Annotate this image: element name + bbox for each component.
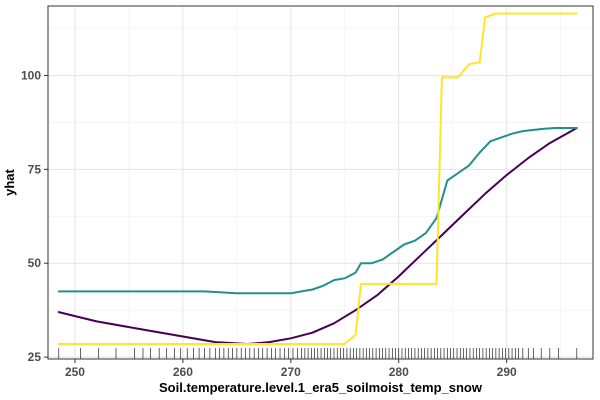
panel-border: [47, 5, 594, 360]
x-axis-title: Soil.temperature.level.1_era5_soilmoist_…: [159, 380, 483, 395]
x-tick-label: 280: [389, 365, 409, 379]
grid-layer: [48, 6, 593, 359]
x-tick-label: 260: [173, 365, 193, 379]
y-tick-label: 75: [28, 162, 42, 176]
tick-layer: 250 260 270 280 290 25 50 75 100: [21, 68, 517, 379]
x-tick-label: 290: [497, 365, 517, 379]
x-tick-label: 250: [65, 365, 85, 379]
series-layer: [57, 12, 578, 345]
series-line-2: [57, 127, 578, 295]
y-tick-label: 100: [21, 68, 41, 82]
series-line-3: [57, 12, 578, 345]
rug-layer: [58, 348, 578, 359]
y-tick-label: 50: [28, 256, 42, 270]
series-line-1: [57, 127, 578, 345]
y-axis-title: yhat: [2, 168, 17, 195]
x-tick-label: 270: [281, 365, 301, 379]
y-tick-label: 25: [28, 350, 42, 364]
